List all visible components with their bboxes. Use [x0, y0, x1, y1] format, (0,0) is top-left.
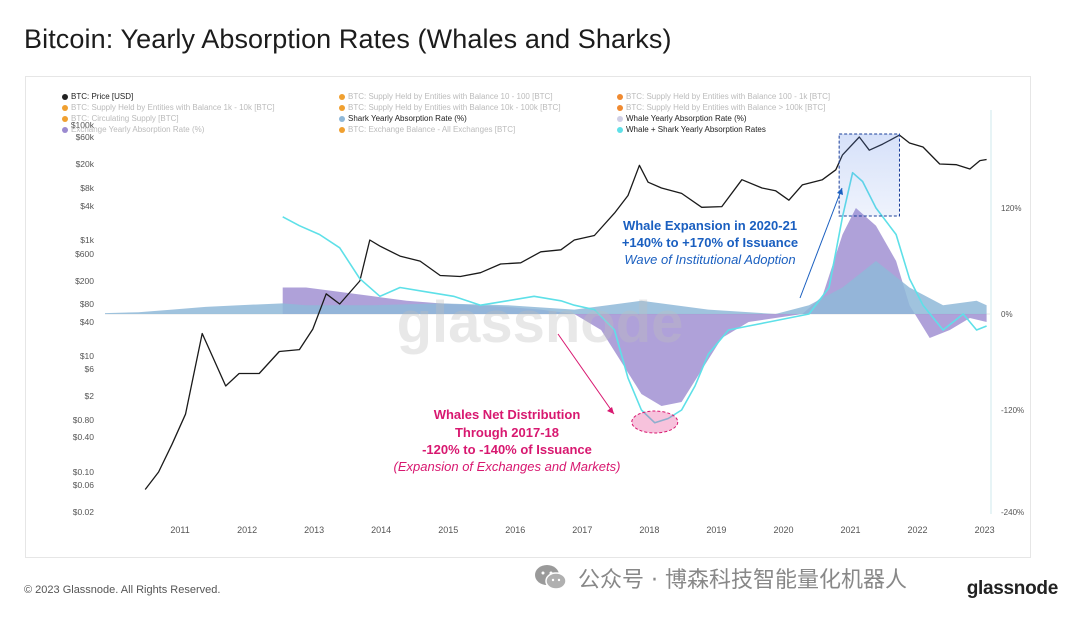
y-left-tick-label: $100k	[71, 120, 95, 130]
x-tick-label: 2021	[840, 525, 860, 535]
legend-label: BTC: Supply Held by Entities with Balanc…	[71, 103, 275, 112]
legend-label: BTC: Supply Held by Entities with Balanc…	[348, 103, 561, 112]
y-left-tick-label: $0.40	[73, 432, 95, 442]
y-left-tick-label: $0.10	[73, 467, 95, 477]
y-left-tick-label: $200	[75, 276, 94, 286]
expansion-caption: Wave of Institutional Adoption	[624, 252, 795, 267]
legend-item[interactable]: Whale + Shark Yearly Absorption Rates	[617, 125, 766, 134]
legend-label: BTC: Circulating Supply [BTC]	[71, 114, 179, 123]
legend-dot-icon	[339, 93, 345, 100]
legend-dot-icon	[339, 126, 345, 133]
distribution-title: Whales Net Distribution	[434, 407, 581, 422]
y-left-tick-label: $0.02	[73, 507, 95, 517]
legend-label: BTC: Price [USD]	[71, 92, 134, 101]
x-tick-label: 2022	[908, 525, 928, 535]
legend-item[interactable]: Shark Yearly Absorption Rate (%)	[339, 114, 467, 123]
x-tick-label: 2017	[572, 525, 592, 535]
wechat-watermark: 公众号 · 博森科技智能量化机器人	[534, 562, 907, 594]
distribution-arrow	[557, 333, 615, 415]
y-right-tick-label: -240%	[1001, 508, 1024, 517]
legend-item[interactable]: BTC: Supply Held by Entities with Balanc…	[617, 92, 830, 101]
distribution-period: Through 2017-18	[455, 425, 559, 440]
legend-dot-icon	[617, 93, 623, 100]
x-tick-label: 2014	[371, 525, 391, 535]
y-left-tick-label: $40	[80, 317, 94, 327]
legend-dot-icon	[62, 104, 68, 111]
wechat-caption: 公众号 · 博森科技智能量化机器人	[578, 568, 907, 593]
y-left-tick-label: $20k	[76, 159, 95, 169]
y-left-tick-label: $1k	[80, 235, 94, 245]
x-tick-label: 2015	[438, 525, 458, 535]
legend-label: Whale + Shark Yearly Absorption Rates	[626, 125, 766, 134]
whale-shark-line	[282, 171, 987, 424]
legend-item[interactable]: BTC: Price [USD]	[62, 92, 133, 101]
y-left-tick-label: $600	[75, 249, 94, 259]
legend-label: Exchange Yearly Absorption Rate (%)	[71, 125, 205, 134]
y-left-tick-label: $0.80	[73, 415, 95, 425]
expansion-title: Whale Expansion in 2020-21	[623, 218, 797, 233]
distribution-arrowhead	[607, 407, 614, 414]
x-tick-label: 2011	[170, 525, 189, 535]
y-left-tick-label: $80	[80, 299, 94, 309]
y-right-tick-label: 120%	[1001, 204, 1021, 213]
y-left-tick-label: $60k	[76, 132, 95, 142]
expansion-highlight-box	[838, 133, 900, 217]
legend-label: BTC: Supply Held by Entities with Balanc…	[626, 92, 831, 101]
wechat-icon	[534, 563, 568, 593]
legend-item[interactable]: BTC: Supply Held by Entities with Balanc…	[339, 92, 553, 101]
y-right-tick-label: 0%	[1001, 310, 1013, 319]
copyright-text: © 2023 Glassnode. All Rights Reserved.	[24, 584, 221, 596]
expansion-arrow	[799, 187, 843, 299]
x-tick-label: 2020	[773, 525, 793, 535]
y-right-tick-label: -120%	[1001, 406, 1024, 415]
glassnode-logo: glassnode	[966, 578, 1059, 599]
legend-dot-icon	[617, 104, 623, 111]
y-left-tick-label: $2	[85, 391, 95, 401]
legend-dot-icon	[617, 126, 623, 133]
legend-item[interactable]: BTC: Exchange Balance - All Exchanges [B…	[339, 125, 515, 134]
legend-item[interactable]: Whale Yearly Absorption Rate (%)	[617, 114, 747, 123]
legend-dot-icon	[62, 93, 68, 100]
legend-label: Whale Yearly Absorption Rate (%)	[626, 114, 747, 123]
x-tick-label: 2016	[505, 525, 525, 535]
legend-label: BTC: Supply Held by Entities with Balanc…	[348, 92, 553, 101]
legend-item[interactable]: Exchange Yearly Absorption Rate (%)	[62, 125, 204, 134]
legend-item[interactable]: BTC: Circulating Supply [BTC]	[62, 114, 179, 123]
y-left-tick-label: $0.06	[73, 480, 95, 490]
legend-label: BTC: Exchange Balance - All Exchanges [B…	[348, 125, 516, 134]
x-tick-label: 2012	[237, 525, 257, 535]
y-left-tick-label: $4k	[80, 201, 94, 211]
legend-dot-icon	[339, 104, 345, 111]
x-tick-label: 2019	[706, 525, 726, 535]
y-left-tick-label: $10	[80, 351, 94, 361]
legend-item[interactable]: BTC: Supply Held by Entities with Balanc…	[617, 103, 825, 112]
distribution-caption: (Expansion of Exchanges and Markets)	[394, 459, 621, 474]
legend-dot-icon	[339, 115, 345, 122]
expansion-range: +140% to +170% of Issuance	[622, 235, 798, 250]
y-left-tick-label: $6	[85, 364, 95, 374]
legend-item[interactable]: BTC: Supply Held by Entities with Balanc…	[339, 103, 561, 112]
x-tick-label: 2013	[304, 525, 324, 535]
distribution-highlight	[631, 410, 679, 434]
legend-item[interactable]: BTC: Supply Held by Entities with Balanc…	[62, 103, 275, 112]
expansion-arrowhead	[837, 188, 843, 195]
watermark: glassnode	[397, 290, 684, 355]
legend-dot-icon	[617, 115, 623, 122]
legend-label: Shark Yearly Absorption Rate (%)	[348, 114, 467, 123]
legend-dot-icon	[62, 126, 68, 133]
page-title: Bitcoin: Yearly Absorption Rates (Whales…	[24, 24, 672, 54]
distribution-range: -120% to -140% of Issuance	[422, 442, 592, 457]
legend-dot-icon	[62, 115, 68, 122]
legend-label: BTC: Supply Held by Entities with Balanc…	[626, 103, 826, 112]
shark-area	[105, 261, 987, 314]
x-tick-label: 2023	[975, 525, 995, 535]
y-left-tick-label: $8k	[80, 183, 94, 193]
x-tick-label: 2018	[639, 525, 659, 535]
